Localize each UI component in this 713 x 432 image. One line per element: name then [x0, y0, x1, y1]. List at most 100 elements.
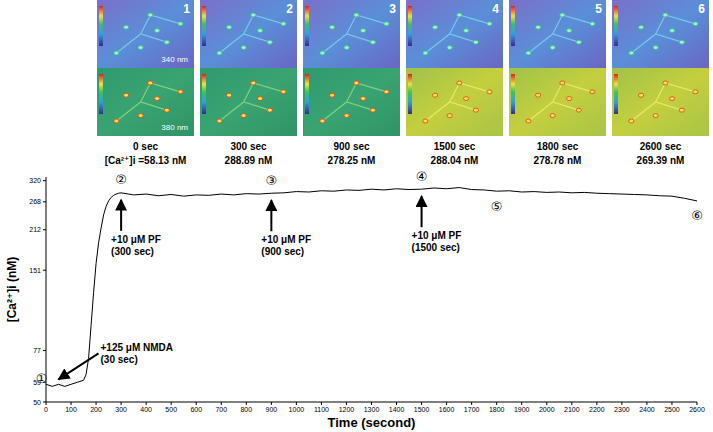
- cell: [344, 46, 349, 50]
- image-panel: 2300 sec288.89 nM: [200, 0, 297, 166]
- neurite: [219, 83, 283, 121]
- image-380: [406, 68, 503, 136]
- panel-number: 6: [698, 2, 705, 16]
- color-bar: [614, 74, 618, 114]
- y-tick: [43, 180, 46, 181]
- cell: [464, 29, 469, 33]
- x-tick: [146, 402, 147, 405]
- cell: [320, 51, 325, 55]
- image-380: [200, 68, 297, 136]
- cell: [124, 93, 129, 97]
- panel-time: 1800 sec: [537, 141, 579, 152]
- cell: [487, 90, 492, 94]
- cell: [653, 46, 658, 50]
- cell: [576, 108, 581, 112]
- cell: [114, 51, 119, 55]
- panel-time: 300 sec: [230, 141, 267, 152]
- cell: [344, 114, 349, 118]
- panel-value: 278.78 nM: [534, 155, 582, 166]
- x-tick: [596, 402, 597, 405]
- time-marker: ④: [416, 169, 428, 184]
- cell: [473, 108, 478, 112]
- annotations: +125 μM NMDA(30 sec)+10 μM PF(300 sec)+1…: [36, 169, 703, 386]
- cell: [464, 97, 469, 101]
- cell: [550, 46, 555, 50]
- x-tick-label: 600: [190, 406, 202, 413]
- color-bar: [511, 6, 515, 46]
- x-tick: [396, 402, 397, 405]
- panel-time: 0 sec: [133, 141, 158, 152]
- cell: [148, 13, 153, 17]
- x-tick-label: 1100: [314, 406, 329, 413]
- x-tick-label: 1800: [489, 406, 505, 413]
- x-tick-label: 1000: [289, 406, 305, 413]
- neurite: [425, 15, 489, 53]
- color-bar: [305, 74, 309, 114]
- cell: [361, 97, 366, 101]
- annotation-text: (300 sec): [111, 246, 154, 257]
- annotation-text: +125 μM NMDA: [101, 342, 174, 353]
- cell: [567, 29, 572, 33]
- cell: [124, 25, 129, 29]
- color-bar: [99, 6, 103, 46]
- cell: [670, 29, 675, 33]
- neurite: [631, 15, 695, 53]
- cell: [663, 13, 668, 17]
- cell: [590, 90, 595, 94]
- image-340: [612, 0, 709, 68]
- x-tick: [221, 402, 222, 405]
- x-tick-label: 1600: [439, 406, 455, 413]
- x-axis-title: Time (second): [328, 415, 416, 430]
- cell: [590, 22, 595, 26]
- cell: [178, 22, 183, 26]
- cell: [679, 108, 684, 112]
- x-tick-label: 2100: [564, 406, 580, 413]
- cell: [457, 81, 462, 85]
- cell: [567, 97, 572, 101]
- annotation-text: +10 μM PF: [412, 230, 462, 241]
- y-tick-label: 50: [33, 399, 41, 406]
- cell: [251, 81, 256, 85]
- image-380: [97, 68, 194, 136]
- annotation-text: +10 μM PF: [111, 234, 161, 245]
- x-tick: [46, 402, 47, 405]
- color-bar: [99, 74, 103, 114]
- x-tick-label: 2600: [689, 406, 705, 413]
- wavelength-label: 340 nm: [161, 55, 188, 64]
- cell: [536, 93, 541, 97]
- image-340: [97, 0, 194, 68]
- cell: [155, 97, 160, 101]
- color-bar: [511, 74, 515, 114]
- x-tick: [96, 402, 97, 405]
- cell: [384, 22, 389, 26]
- y-axis: [46, 177, 47, 402]
- cell: [148, 81, 153, 85]
- neurite: [528, 15, 592, 53]
- x-tick-label: 2000: [539, 406, 555, 413]
- x-tick-label: 100: [65, 406, 77, 413]
- cell: [526, 119, 531, 123]
- panel-value: 269.39 nM: [637, 155, 685, 166]
- y-tick: [43, 201, 46, 202]
- x-tick: [421, 402, 422, 405]
- x-tick: [646, 402, 647, 405]
- cell: [663, 81, 668, 85]
- cell: [629, 119, 634, 123]
- annotation-arrow: [270, 200, 272, 231]
- cell: [423, 51, 428, 55]
- color-bar: [305, 6, 309, 46]
- cell: [576, 40, 581, 44]
- x-tick-label: 0: [44, 406, 48, 413]
- cell: [164, 108, 169, 112]
- cell: [164, 40, 169, 44]
- cell: [217, 51, 222, 55]
- x-tick: [496, 402, 497, 405]
- panel-time: 1500 sec: [434, 141, 476, 152]
- panel-value: [Ca²⁺]i =58.13 nM: [105, 155, 187, 166]
- annotation-text: +10 μM PF: [261, 234, 311, 245]
- x-tick-label: 300: [115, 406, 127, 413]
- cell: [670, 97, 675, 101]
- cell: [330, 93, 335, 97]
- y-tick-label: 212: [29, 226, 41, 233]
- x-tick: [446, 402, 447, 405]
